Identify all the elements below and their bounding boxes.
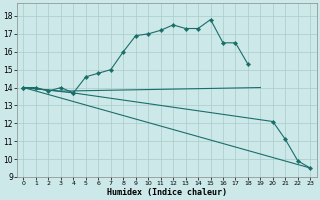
X-axis label: Humidex (Indice chaleur): Humidex (Indice chaleur): [107, 188, 227, 197]
